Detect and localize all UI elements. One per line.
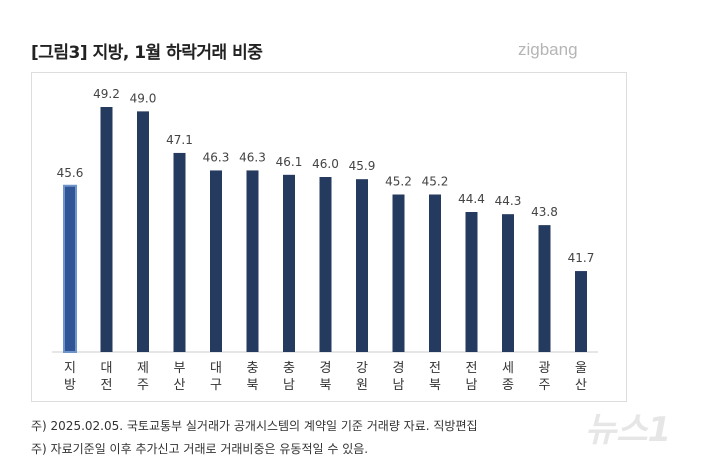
category-label: 주 <box>539 378 551 393</box>
category-label: 제 <box>137 361 149 376</box>
category-label: 광 <box>539 361 551 376</box>
category-label: 경 <box>320 361 332 376</box>
data-label: 46.1 <box>276 155 303 169</box>
bar-충북 <box>246 170 259 352</box>
bar-부산 <box>173 152 186 352</box>
category-label: 원 <box>356 378 368 393</box>
category-label: 남 <box>283 378 295 393</box>
footnote-1: 주) 2025.02.05. 국토교통부 실거래가 공개시스템의 계약일 기준 … <box>31 419 478 433</box>
bar-광주 <box>538 225 551 352</box>
bar-경남 <box>392 194 405 352</box>
category-label: 대 <box>101 361 113 376</box>
footnote-2: 주) 자료기준일 이후 추가신고 거래로 거래비중은 유동적일 수 있음. <box>31 442 369 456</box>
zigbang-logo: zigbang <box>518 40 578 59</box>
chart-title: [그림3] 지방, 1월 하락거래 비중 <box>31 43 263 63</box>
data-label: 45.2 <box>385 175 412 189</box>
category-label: 산 <box>575 378 587 393</box>
data-label: 41.7 <box>568 251 595 265</box>
category-label: 충 <box>283 361 295 376</box>
category-label: 전 <box>466 361 478 376</box>
category-label: 북 <box>247 378 259 393</box>
bar-제주 <box>137 111 149 352</box>
category-label: 남 <box>466 378 478 393</box>
bar-경북 <box>319 177 332 352</box>
data-label: 45.2 <box>422 175 449 189</box>
category-label: 산 <box>174 378 186 393</box>
category-label: 세 <box>502 361 514 376</box>
data-label: 46.3 <box>203 150 230 164</box>
category-label: 울 <box>575 361 587 376</box>
data-label: 45.9 <box>349 159 376 173</box>
category-label: 주 <box>137 378 149 393</box>
category-label: 대 <box>210 361 222 376</box>
bar-충남 <box>283 174 295 352</box>
category-label: 남 <box>393 378 405 393</box>
bar-울산 <box>575 271 587 352</box>
data-label: 43.8 <box>531 205 558 219</box>
bar-전남 <box>465 212 478 352</box>
category-label: 방 <box>64 378 76 393</box>
category-label: 북 <box>429 378 441 393</box>
bar-대전 <box>100 107 113 352</box>
data-label: 44.4 <box>458 192 485 206</box>
category-label: 강 <box>356 361 368 376</box>
data-label: 49.2 <box>93 87 120 101</box>
bar-세종 <box>502 214 514 352</box>
category-label: 전 <box>101 378 113 393</box>
data-label: 46.0 <box>312 157 339 171</box>
data-label: 45.6 <box>57 166 84 180</box>
category-label: 구 <box>210 378 222 393</box>
bar-대구 <box>210 170 222 352</box>
category-label: 지 <box>64 361 76 376</box>
data-label: 49.0 <box>130 91 157 105</box>
data-label: 44.3 <box>495 194 522 208</box>
data-label: 46.3 <box>239 150 266 164</box>
category-label: 전 <box>429 361 441 376</box>
bar-지방 <box>63 184 77 353</box>
category-label: 부 <box>174 361 186 376</box>
category-label: 충 <box>247 361 259 376</box>
bar-전북 <box>429 194 441 352</box>
data-label: 47.1 <box>166 133 193 147</box>
category-label: 북 <box>320 378 332 393</box>
chart-frame <box>31 72 627 402</box>
news1-watermark: 뉴스1 <box>585 410 672 450</box>
category-label: 종 <box>502 378 514 393</box>
bar-강원 <box>356 179 368 352</box>
category-label: 경 <box>393 361 405 376</box>
